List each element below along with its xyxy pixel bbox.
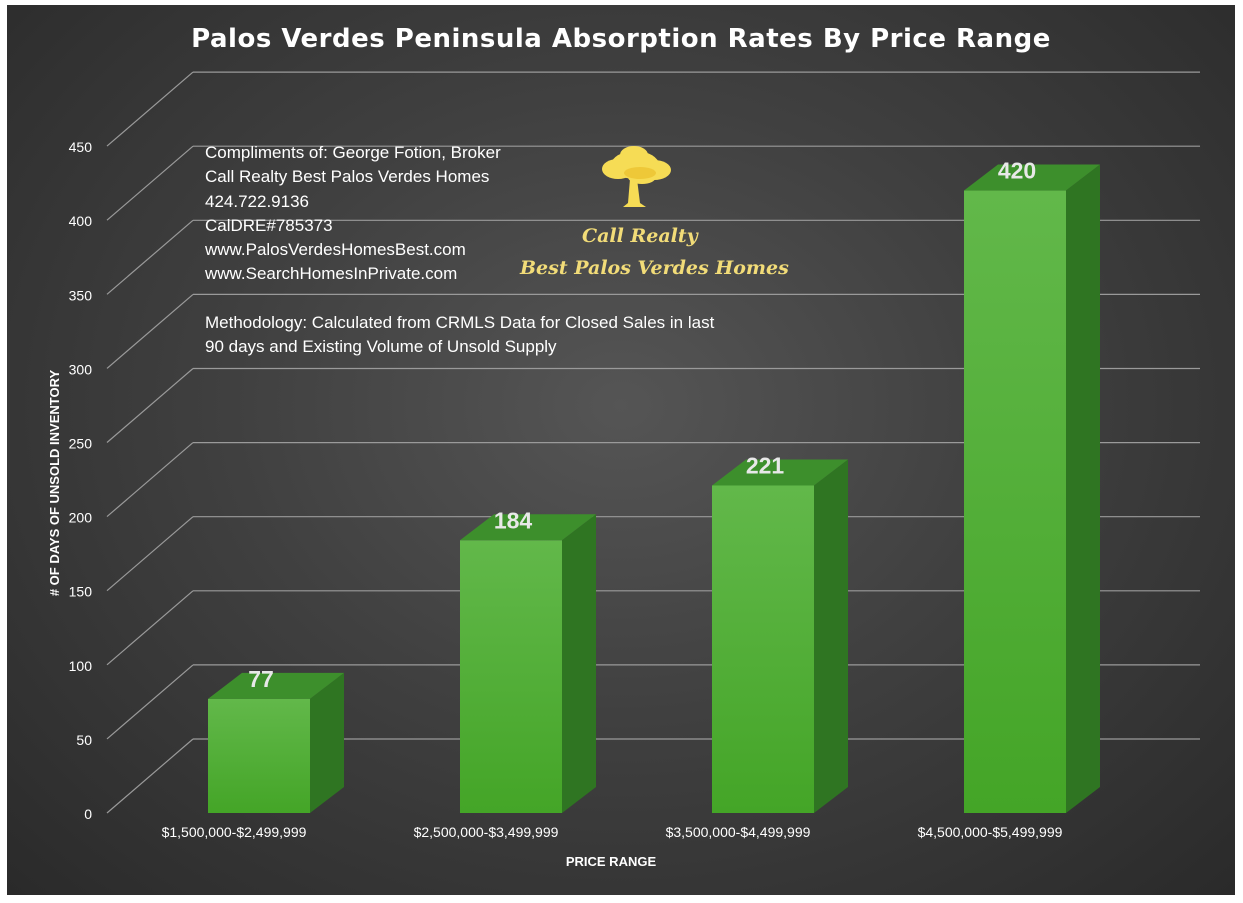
bar-top xyxy=(460,514,596,541)
bar-top xyxy=(964,164,1100,191)
bar-group xyxy=(460,514,596,813)
x-axis-title: PRICE RANGE xyxy=(566,854,657,869)
bar xyxy=(208,698,310,813)
bar xyxy=(460,540,562,813)
gridline-diagonal xyxy=(106,516,194,592)
y-tick-label: 100 xyxy=(69,658,93,674)
data-label: 77 xyxy=(248,666,274,692)
gridline-diagonal xyxy=(106,664,194,740)
gridline-diagonal xyxy=(106,738,194,814)
gridline-diagonal xyxy=(106,71,194,147)
gridline-diagonal xyxy=(106,219,194,295)
chart-plot: 0 50 100 150 200 250 300 350 400 450 77 $1,500,000-… xyxy=(47,71,1200,869)
x-category-label: $2,500,000-$3,499,999 xyxy=(414,824,559,840)
credit-line: Call Realty Best Palos Verdes Homes xyxy=(205,167,490,187)
credit-line: CalDRE#785373 xyxy=(205,215,333,235)
y-tick-label: 350 xyxy=(69,287,93,303)
data-label: 221 xyxy=(746,452,785,478)
bar-group xyxy=(964,164,1100,813)
gridline-diagonal xyxy=(106,590,194,666)
bar-top xyxy=(208,672,344,699)
y-tick-label: 0 xyxy=(84,806,92,822)
tree-icon xyxy=(590,143,680,213)
y-axis-title: # OF DAYS OF UNSOLD INVENTORY xyxy=(47,370,62,597)
credit-line: 424.722.9136 xyxy=(205,191,309,211)
x-category-label: $1,500,000-$2,499,999 xyxy=(162,824,307,840)
credit-line: www.PalosVerdesHomesBest.com xyxy=(205,240,466,260)
bar-top xyxy=(712,459,848,486)
chart-frame: 0 50 100 150 200 250 300 350 400 450 77 $1,500,000-… xyxy=(7,5,1235,895)
gridline-diagonal xyxy=(106,442,194,518)
gridline-diagonal xyxy=(106,145,194,221)
chart-title: Palos Verdes Peninsula Absorption Rates … xyxy=(191,24,1051,54)
gridline-diagonal xyxy=(106,368,194,443)
y-tick-label: 300 xyxy=(69,361,93,377)
x-category-label: $4,500,000-$5,499,999 xyxy=(918,824,1063,840)
bar-side xyxy=(1066,164,1100,813)
credit-line: www.SearchHomesInPrivate.com xyxy=(205,264,458,284)
credit-line: Compliments of: George Fotion, Broker xyxy=(205,143,501,162)
methodology-note: Methodology: Calculated from CRMLS Data … xyxy=(205,313,715,356)
y-tick-label: 150 xyxy=(69,584,93,600)
x-category-label: $3,500,000-$4,499,999 xyxy=(666,824,811,840)
bar xyxy=(964,190,1066,813)
bar-group xyxy=(208,672,344,813)
brand-line-1: Call Realty xyxy=(582,225,698,247)
bar-side xyxy=(562,514,596,813)
y-tick-label: 250 xyxy=(69,436,93,452)
bar-side xyxy=(310,672,344,813)
y-tick-label: 400 xyxy=(69,213,93,229)
bar-group xyxy=(712,459,848,813)
brand-line-2: Best Palos Verdes Homes xyxy=(520,257,789,279)
data-label: 184 xyxy=(494,507,533,533)
bar xyxy=(712,485,814,813)
data-label: 420 xyxy=(998,158,1036,184)
gridline-diagonal xyxy=(106,293,194,369)
y-tick-label: 450 xyxy=(69,139,93,155)
credit-block: Compliments of: George Fotion, Broker Ca… xyxy=(205,141,501,287)
y-tick-label: 200 xyxy=(69,510,93,526)
y-tick-label: 50 xyxy=(76,732,92,748)
bar-side xyxy=(814,459,848,813)
